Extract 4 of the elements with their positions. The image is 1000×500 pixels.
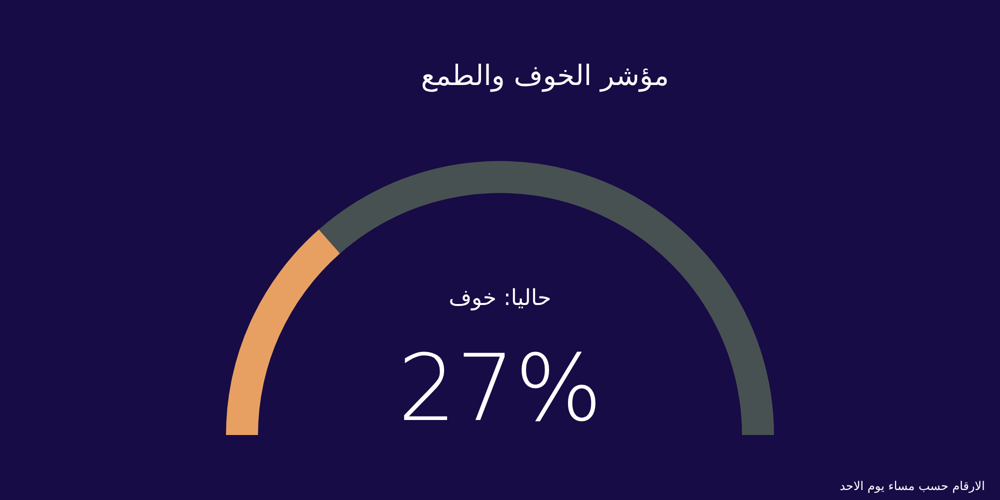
chart-title: مؤشر الخوف والطمع bbox=[421, 59, 669, 92]
text: 27% bbox=[398, 335, 602, 442]
text: حاليا: خوف bbox=[448, 286, 552, 311]
text: الارقام حسب مساء يوم الاحد bbox=[840, 479, 985, 493]
